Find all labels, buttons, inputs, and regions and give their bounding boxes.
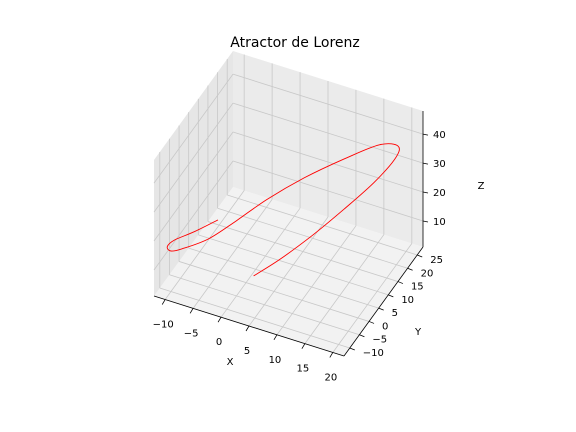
grid-y-floor	[207, 221, 399, 282]
x-tick-mark	[189, 308, 194, 314]
y-tick-label: 15	[411, 282, 424, 293]
grid-z-back	[232, 160, 424, 222]
y-axis-label: Y	[414, 327, 422, 338]
x-tick-mark	[329, 352, 334, 358]
grid-lines	[153, 54, 424, 353]
y-tick-mark	[397, 281, 404, 284]
y-tick-mark	[368, 321, 375, 324]
z-tick-label: 30	[433, 159, 446, 170]
x-tick-label: −10	[153, 320, 174, 331]
lorenz-curve	[166, 143, 400, 277]
grid-x-floor	[304, 234, 385, 344]
grid-z-back	[232, 102, 424, 164]
y-axis-line	[343, 246, 424, 357]
z-tick-mark	[422, 220, 429, 223]
y-tick-mark	[349, 347, 355, 351]
y-tick-mark	[417, 254, 423, 258]
z-axis-label: Z	[478, 181, 485, 192]
grid-y-floor	[198, 234, 389, 296]
grid-x-floor	[220, 207, 301, 318]
z-tick-mark	[422, 191, 429, 194]
x-tick-label: 0	[216, 337, 222, 348]
y-tick-mark	[388, 294, 394, 298]
grid-z-side	[153, 102, 234, 213]
axis-panes	[154, 51, 423, 356]
grid-x-floor	[164, 190, 245, 300]
y-tick-mark	[359, 334, 365, 338]
z-tick-label: 20	[433, 188, 446, 199]
grid-x-floor	[332, 243, 413, 353]
y-tick-mark	[407, 267, 413, 271]
z-tick-label: 10	[433, 217, 446, 228]
x-axis-label: X	[227, 357, 234, 368]
grid-x-floor	[192, 199, 273, 309]
x-tick-label: 10	[269, 355, 282, 366]
chart-title: Atractor de Lorenz	[230, 35, 359, 51]
y-tick-label: 10	[401, 295, 414, 306]
grid-y-floor	[178, 261, 370, 322]
grid-z-side	[153, 73, 234, 184]
series-line	[166, 143, 400, 277]
x-tick-label: 20	[324, 372, 337, 383]
y-tick-label: 25	[430, 255, 443, 266]
y-tick-label: −10	[363, 348, 384, 359]
grid-y-floor	[217, 207, 408, 269]
y-tick-mark	[378, 307, 384, 311]
grid-z-back	[232, 131, 424, 193]
grid-y-floor	[169, 274, 360, 336]
z-tick-mark	[422, 133, 429, 136]
x-tick-mark	[301, 343, 306, 349]
grid-z-side	[153, 160, 234, 271]
x-tick-label: 5	[244, 346, 250, 357]
z-tick-label: 40	[433, 130, 446, 141]
x-tick-label: 15	[297, 364, 310, 375]
x-tick-mark	[273, 334, 278, 341]
grid-z-back	[232, 73, 424, 135]
side-pane	[154, 51, 233, 296]
x-tick-mark	[161, 299, 166, 305]
grid-y-floor	[188, 247, 379, 309]
x-tick-mark	[245, 325, 250, 332]
y-tick-label: 5	[392, 308, 398, 319]
x-tick-label: −5	[184, 328, 199, 339]
x-tick-mark	[217, 316, 222, 323]
y-tick-label: 20	[421, 268, 434, 279]
y-tick-label: 0	[382, 321, 388, 332]
grid-x-floor	[248, 216, 329, 327]
grid-z-side	[153, 131, 234, 242]
grid-y-floor	[159, 287, 350, 349]
grid-x-floor	[276, 225, 357, 336]
z-tick-mark	[422, 162, 429, 165]
y-tick-label: −5	[372, 335, 387, 346]
